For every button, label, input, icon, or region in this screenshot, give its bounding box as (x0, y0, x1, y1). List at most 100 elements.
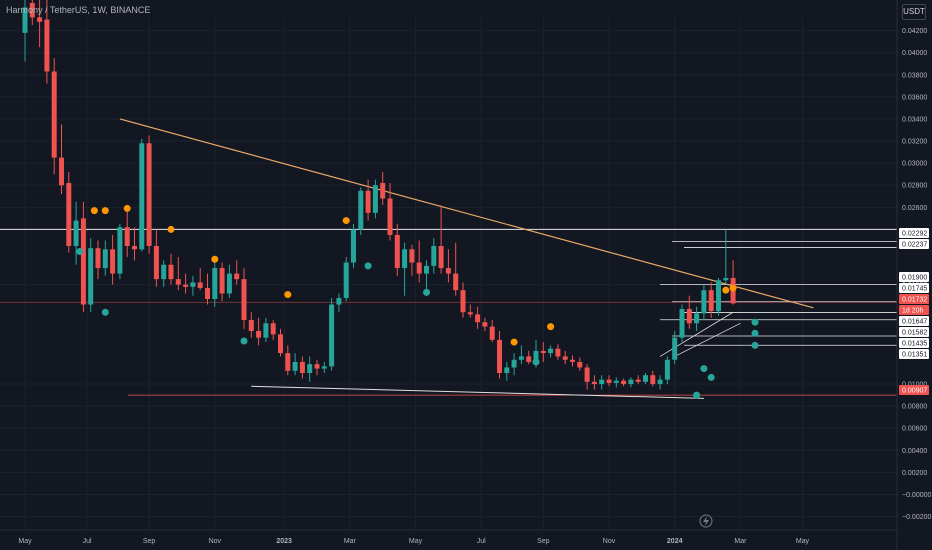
price-label-box (899, 305, 929, 315)
price-label-box (899, 349, 929, 359)
candle-body (723, 278, 729, 281)
candle-body (460, 290, 466, 313)
candle-body (307, 364, 313, 373)
candle-body (197, 282, 203, 288)
orange-signal-dot (211, 255, 219, 263)
candle-body (591, 381, 597, 385)
teal-signal-dot (423, 288, 430, 296)
price-label-text: 0.01582 (902, 330, 927, 337)
candle-body (117, 227, 123, 274)
orange-signal-dot (90, 207, 98, 215)
currency-button[interactable]: USDT (902, 4, 926, 20)
candle-body (424, 265, 429, 274)
price-label-text: 0.02237 (902, 242, 927, 249)
candle-body (175, 279, 181, 285)
candle-body (372, 185, 378, 213)
candle-body (497, 339, 502, 373)
candle-body (562, 356, 568, 360)
candle-body (643, 375, 648, 382)
time-tick-label: 2024 (667, 538, 683, 545)
candle-body (234, 273, 240, 280)
candle-body (445, 268, 451, 274)
candle-body (621, 380, 627, 385)
time-tick-label: Sep (143, 538, 156, 545)
candle-body (314, 364, 320, 369)
teal-signal-dot (751, 329, 759, 337)
candle-body (351, 229, 356, 263)
orange-signal-dot (722, 286, 730, 294)
candle-body (613, 380, 619, 383)
teal-signal-dot (532, 358, 540, 366)
price-tick-label: 0.03000 (902, 161, 927, 168)
orange-signal-dot (167, 225, 175, 233)
candle-body (409, 249, 415, 263)
candle-body (540, 350, 546, 354)
price-tick-label: 0.04000 (902, 50, 927, 57)
candle-body (219, 268, 225, 294)
candle-body (132, 245, 137, 250)
price-label-text: 0.02292 (902, 231, 927, 238)
candle-body (635, 379, 641, 382)
price-tick-label: 0.02800 (902, 183, 927, 190)
candle-body (694, 313, 700, 324)
candle-body (124, 227, 130, 246)
price-label-box (899, 327, 929, 337)
candle-body (599, 379, 605, 385)
candle-body (664, 359, 670, 380)
price-label-text: 0.01900 (902, 275, 927, 282)
candle-body (394, 234, 400, 269)
price-labels: 0.02292 0.02237 0.01900 0.01745 0.01732 1d 20… (899, 228, 929, 395)
candle-body (606, 379, 612, 383)
candle-body (292, 361, 298, 371)
candle-body (453, 273, 459, 291)
candle-body (548, 348, 554, 354)
orange-signal-dot (284, 291, 292, 299)
price-label-text: 0.01732 (902, 297, 927, 304)
price-tick-label: 0.03200 (902, 139, 927, 146)
candle-body (526, 356, 532, 362)
candle-body (533, 350, 539, 362)
price-label-box (899, 239, 929, 249)
price-label-box (899, 228, 929, 238)
price-tick-label: 0.03400 (902, 116, 927, 123)
candle-body (431, 245, 437, 266)
price-tick-label: 0.00600 (902, 426, 927, 433)
support-trendline (251, 385, 704, 399)
price-label-text: 1d 20h (902, 308, 924, 315)
candle-body (672, 337, 678, 360)
candle-body (37, 17, 43, 22)
candle-body (358, 190, 364, 230)
time-tick-label: May (409, 538, 423, 545)
chart-title: Harmony / TetherUS, 1W, BINANCE (6, 5, 151, 15)
candle-body (161, 264, 167, 280)
candle-body (708, 290, 714, 312)
candle-body (343, 262, 349, 298)
price-tick-label: 0.00400 (902, 448, 927, 455)
orange-signal-dot (101, 207, 109, 215)
time-tick-label: May (18, 538, 32, 545)
candle-body (365, 190, 371, 213)
price-tick-label: 0.00800 (902, 404, 927, 411)
price-label-box (899, 272, 929, 282)
time-tick-label: Sep (537, 538, 550, 545)
candle-body (183, 284, 189, 287)
orange-signal-dot (729, 284, 737, 292)
candle-body (205, 287, 210, 299)
candle-body (146, 143, 152, 246)
candle-body (336, 297, 342, 305)
time-tick-label: Mar (734, 538, 747, 545)
teal-signal-dot (693, 391, 701, 399)
candle-body (686, 308, 692, 324)
candle-body (657, 379, 663, 385)
candle-body (577, 361, 583, 368)
candle-body (416, 262, 422, 274)
time-axis: May Jul Sep Nov 2023 Mar May Jul Sep Nov 2024 Mar Ma… (18, 538, 809, 545)
price-label-box (899, 294, 929, 304)
candle-body (270, 323, 276, 335)
candle-body (153, 245, 159, 280)
teal-signal-dot (101, 308, 109, 316)
candle-body (504, 367, 510, 373)
candle-body (168, 264, 174, 280)
candle-body (679, 308, 685, 338)
